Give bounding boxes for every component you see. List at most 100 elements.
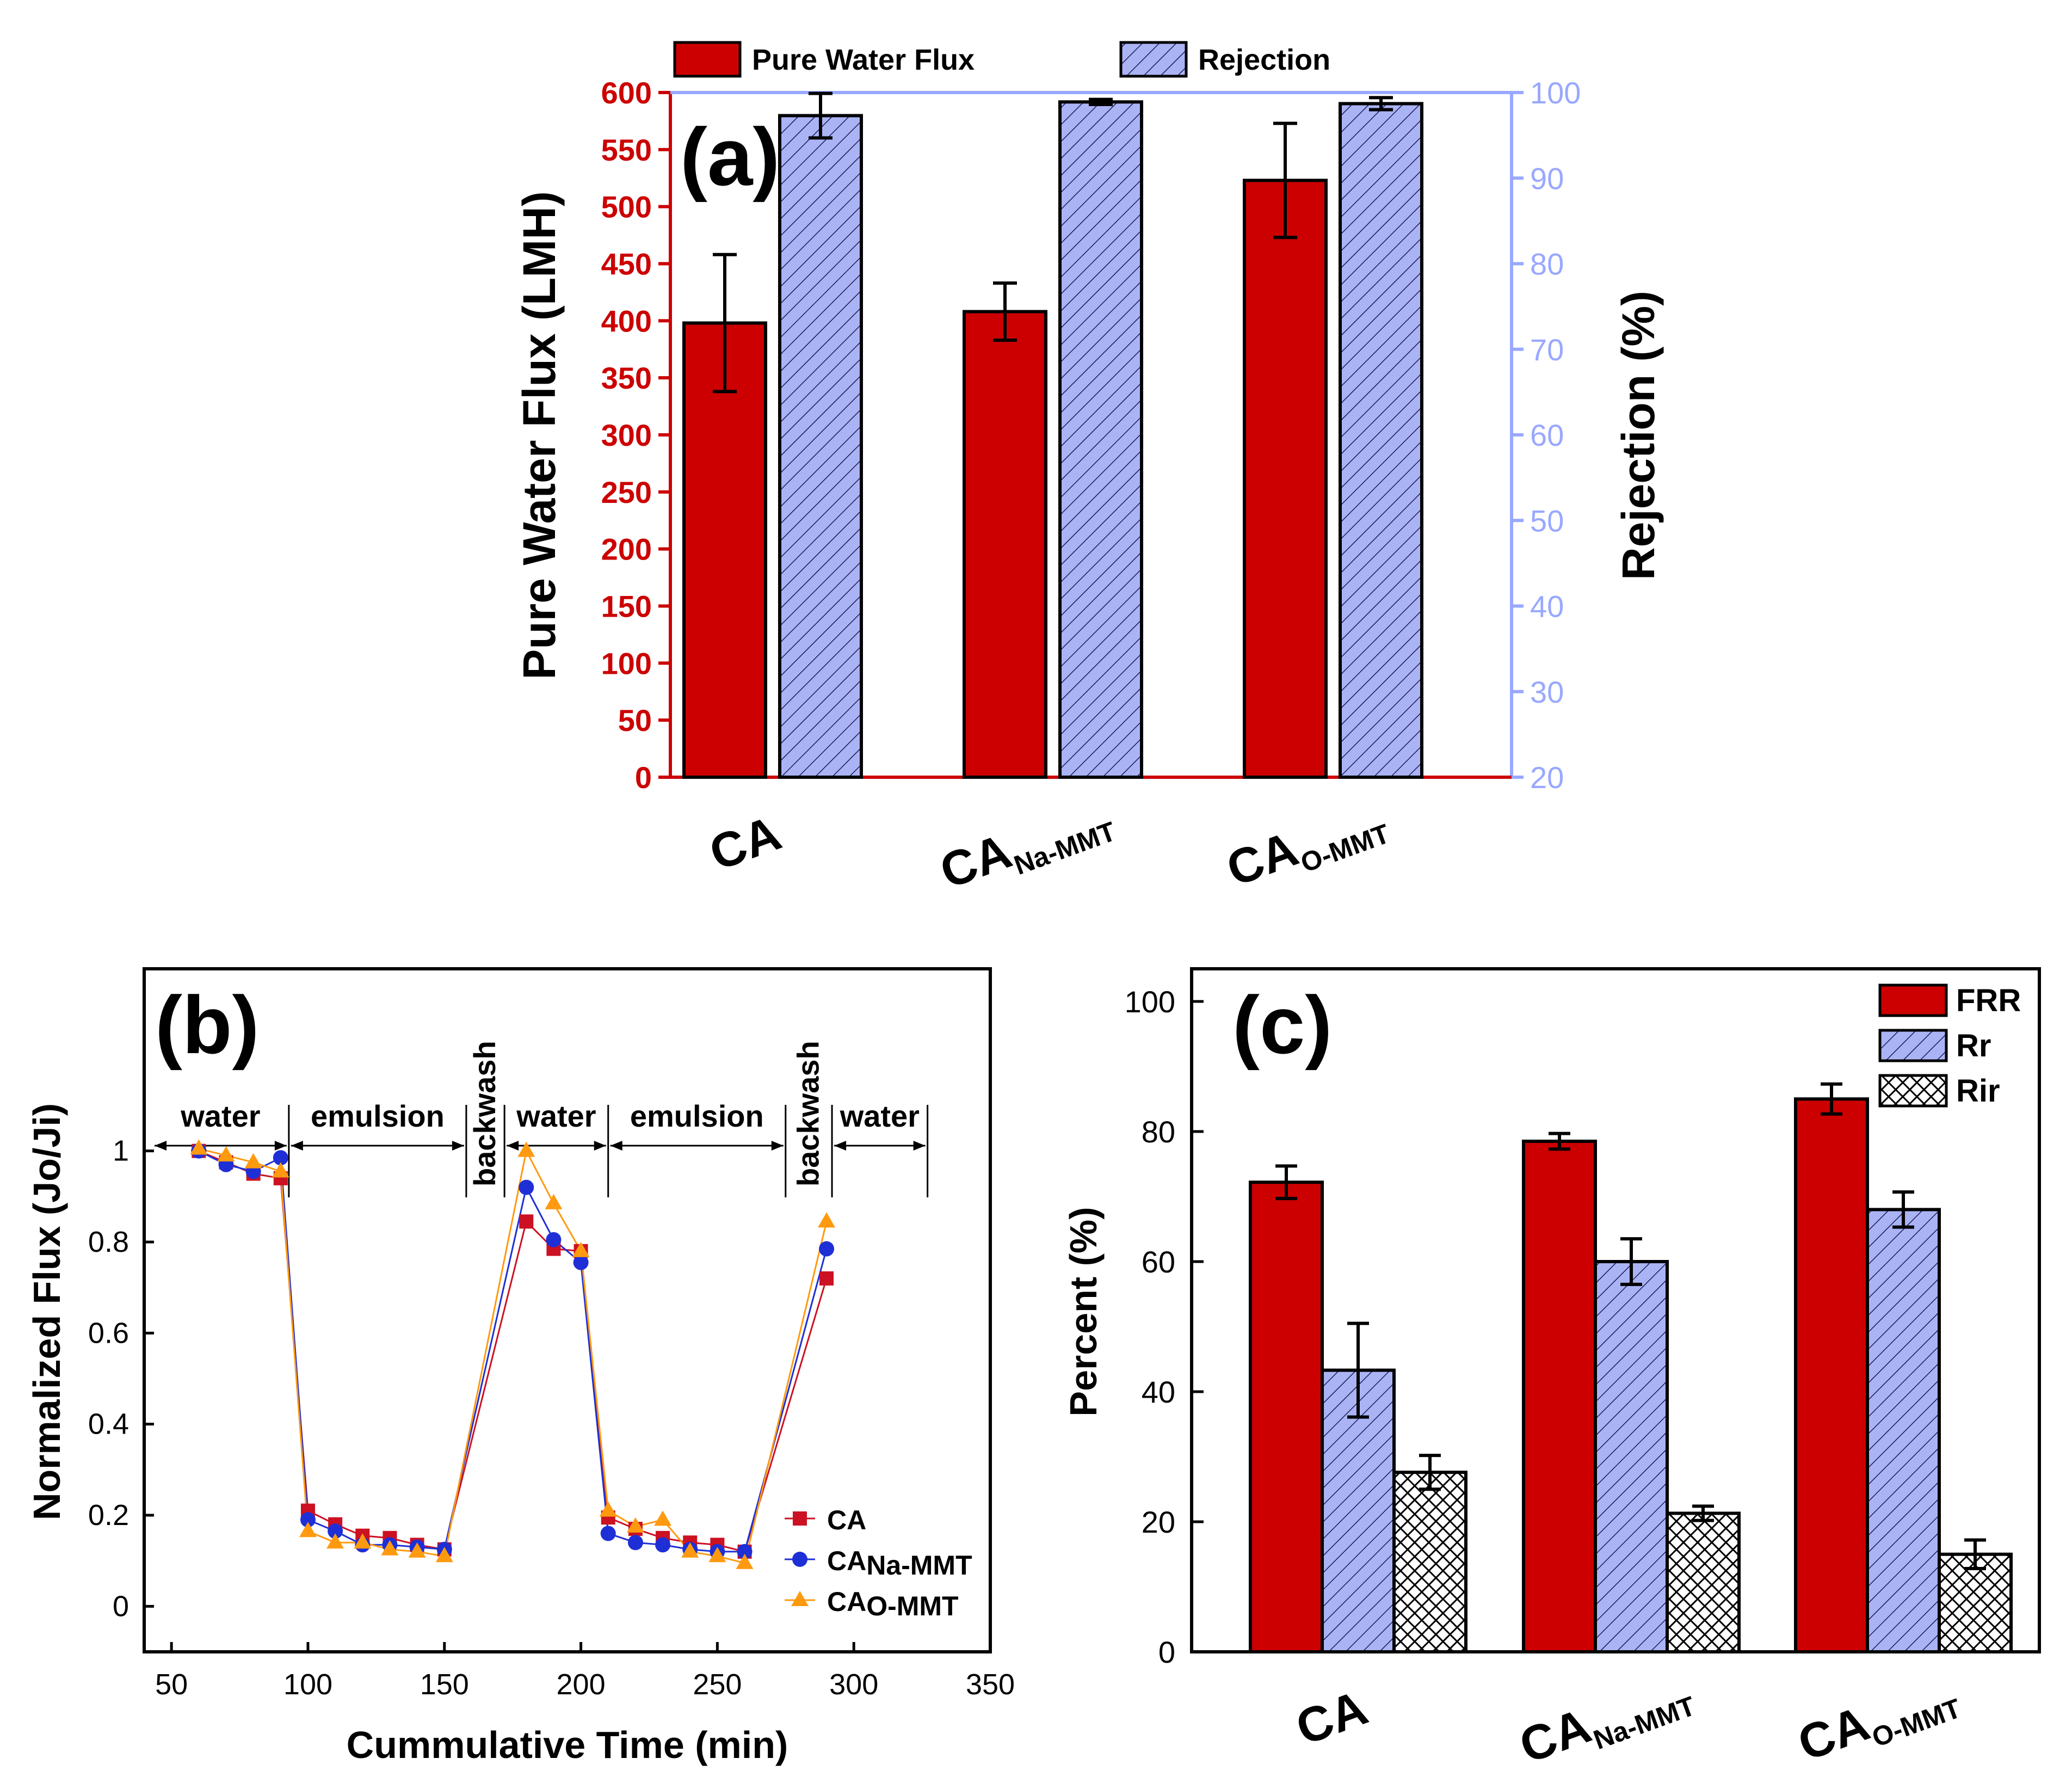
y-axis-label-flux: Pure Water Flux (LMH) (514, 191, 565, 680)
y-tick-label: 0 (113, 1590, 129, 1622)
data-point (545, 1194, 563, 1209)
annotation-arrowhead-right (274, 1141, 287, 1151)
data-point (299, 1522, 317, 1538)
data-point (599, 1501, 617, 1517)
data-point (655, 1537, 671, 1553)
y-axis-label-rejection: Rejection (%) (1613, 291, 1664, 580)
panel-label-b: (b) (155, 979, 260, 1071)
right-tick-label: 30 (1530, 675, 1564, 709)
data-point (300, 1512, 316, 1528)
panel-c: 0 20 40 60 80 100 Percent (%) (c) CA CANa-MMT CAO-… (1062, 967, 2041, 1778)
annotation-arrowhead-left (507, 1141, 519, 1151)
legend-swatch-flux (673, 41, 742, 78)
annotation-arrowhead-left (834, 1141, 847, 1151)
data-point (819, 1271, 834, 1286)
bar-rejection (778, 114, 863, 779)
annotation-backwash: backwash (791, 1041, 825, 1186)
legend-marker (793, 1511, 807, 1526)
x-tick-label: 200 (557, 1668, 606, 1701)
x-tick-label: 300 (829, 1668, 878, 1701)
x-category-label: CANa-MMT (933, 788, 1120, 905)
data-point (600, 1526, 616, 1541)
left-tick-label: 600 (601, 76, 652, 110)
right-tick-label: 40 (1530, 589, 1564, 624)
data-point (626, 1517, 644, 1533)
annotation-arrowhead-right (452, 1141, 464, 1151)
data-point (818, 1212, 836, 1228)
data-point (519, 1179, 534, 1195)
data-point (573, 1255, 589, 1270)
left-tick-label: 350 (601, 361, 652, 395)
left-tick-label: 0 (635, 760, 652, 795)
y-tick-label: 0.6 (88, 1317, 129, 1349)
x-axis-label-b: Cummulative Time (min) (347, 1724, 788, 1766)
data-point (328, 1523, 343, 1539)
left-tick-label: 150 (601, 589, 652, 624)
data-point (737, 1544, 753, 1559)
y-tick-label: 0.4 (88, 1408, 129, 1441)
bar-rr (1594, 1260, 1669, 1653)
left-tick-label: 550 (601, 133, 652, 167)
annotation-arrowhead-left (610, 1141, 622, 1151)
data-point (217, 1146, 235, 1162)
x-tick-label: 50 (155, 1668, 188, 1701)
legend-swatch-rejection (1119, 41, 1188, 78)
y-tick-label: 0 (1158, 1635, 1175, 1669)
left-tick-label: 250 (601, 475, 652, 509)
left-tick-label: 300 (601, 418, 652, 452)
legend-a: Pure Water Flux Rejection (673, 41, 1330, 78)
y-tick-label: 20 (1142, 1505, 1175, 1539)
data-point (627, 1535, 643, 1551)
bar-frr (1249, 1181, 1324, 1653)
legend-label: CAO-MMT (827, 1587, 959, 1621)
annotation-arrowhead-left (291, 1141, 303, 1151)
y-axis-label-c: Percent (%) (1062, 1207, 1105, 1416)
y-tick-label: 0.2 (88, 1499, 129, 1532)
series-line (198, 1150, 828, 1553)
bar-frr (1794, 1097, 1869, 1653)
data-point (517, 1141, 535, 1157)
bar-rejection (1339, 102, 1423, 779)
legend-label-rejection: Rejection (1198, 44, 1330, 76)
data-point (654, 1510, 672, 1526)
y-tick-label: 80 (1142, 1115, 1175, 1149)
annotation-label: water (840, 1099, 920, 1133)
series-line (198, 1150, 828, 1553)
data-point (381, 1540, 399, 1555)
legend-label: CANa-MMT (827, 1546, 972, 1581)
bar-rir (1938, 1552, 2013, 1653)
bar-flux (963, 310, 1047, 779)
data-point (572, 1241, 590, 1257)
panel-a: Pure Water Flux Rejection 0 50 100 150 200 250 3… (514, 41, 1664, 905)
data-point (546, 1232, 562, 1247)
data-point (708, 1547, 726, 1563)
legend-label-rir: Rir (1956, 1073, 2000, 1109)
x-tick-label: 150 (420, 1668, 469, 1701)
bar-rir (1666, 1511, 1741, 1654)
right-tick-label: 100 (1530, 76, 1581, 110)
y-tick-label: 100 (1125, 985, 1175, 1019)
annotation-backwash: backwash (467, 1041, 502, 1186)
annotation-arrowhead-right (913, 1141, 926, 1151)
annotation-label: emulsion (630, 1099, 764, 1133)
data-point (244, 1153, 262, 1169)
legend-label-flux: Pure Water Flux (752, 44, 975, 76)
annotation-label: emulsion (311, 1099, 445, 1133)
data-point (272, 1162, 289, 1178)
data-point (273, 1150, 288, 1166)
plot-frame-b (143, 967, 992, 1653)
series-line (198, 1148, 828, 1564)
y-tick-label: 60 (1142, 1245, 1175, 1279)
x-category-label: CAO-MMT (1791, 1665, 1965, 1778)
data-point (354, 1533, 372, 1549)
legend-marker (792, 1552, 807, 1567)
data-point (819, 1241, 835, 1257)
bar-frr (1522, 1139, 1597, 1654)
annotation-arrowhead-right (594, 1141, 606, 1151)
data-point (435, 1547, 453, 1563)
data-point (408, 1542, 426, 1558)
bar-rejection (1058, 100, 1143, 779)
legend-marker (791, 1591, 809, 1606)
legend-label-rr: Rr (1956, 1028, 1991, 1063)
